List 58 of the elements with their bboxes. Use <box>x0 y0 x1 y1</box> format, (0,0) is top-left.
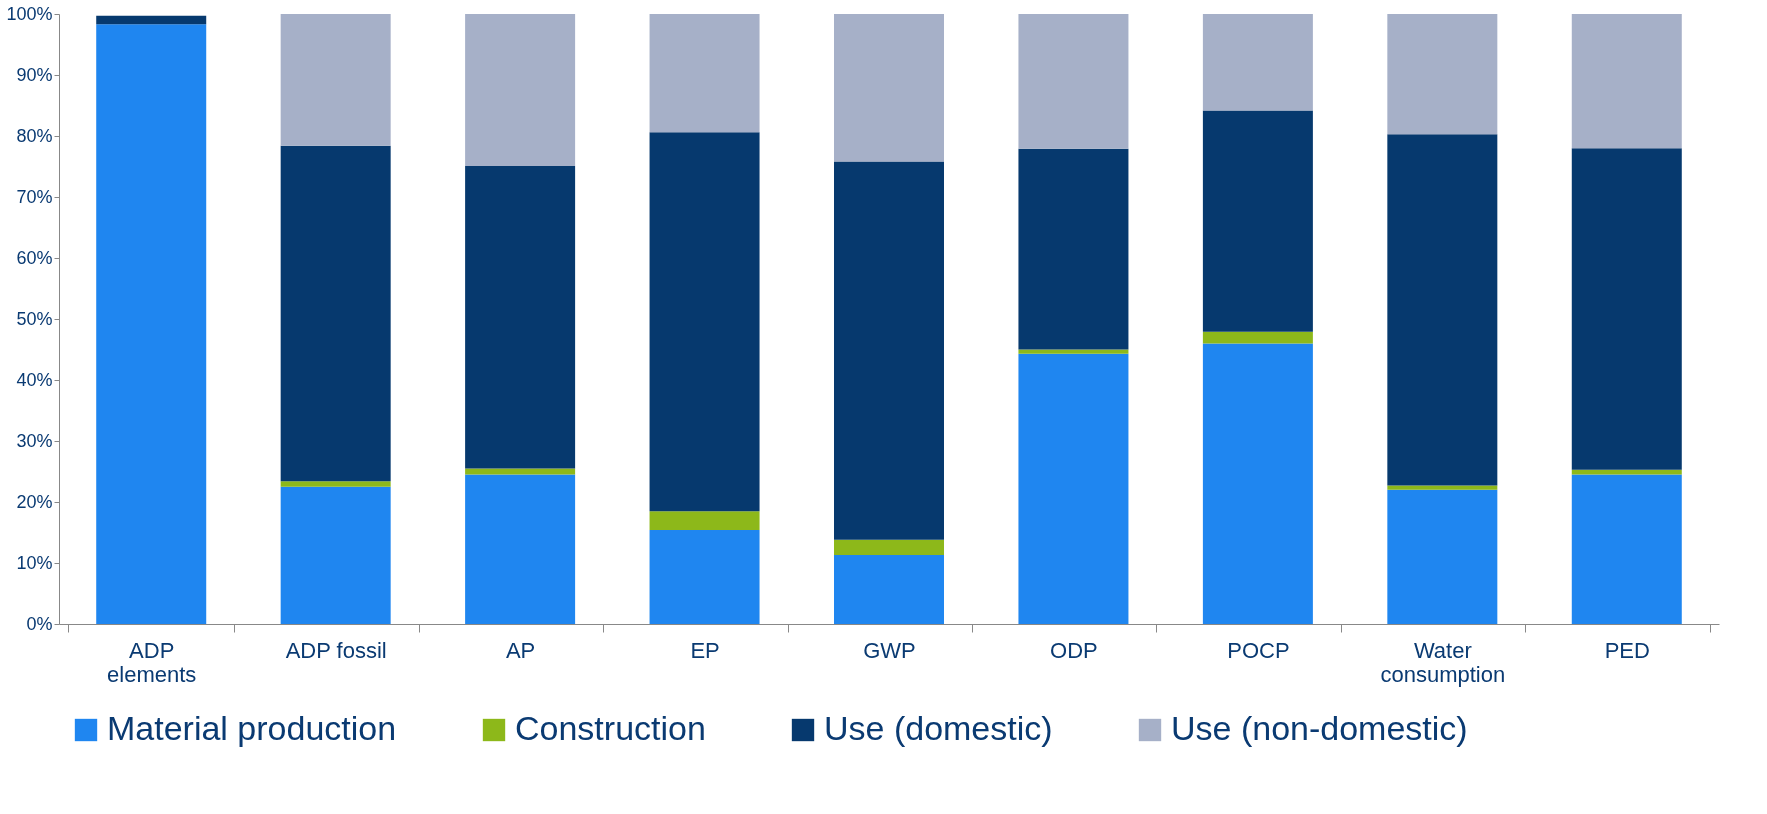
bar <box>834 14 944 162</box>
x-tick-label: Water consumption <box>1380 637 1506 687</box>
bar <box>1018 353 1129 624</box>
bar <box>1202 110 1313 332</box>
y-tick-label: 70% <box>16 186 53 207</box>
bar <box>1202 343 1313 624</box>
bar <box>834 555 944 624</box>
bar <box>96 15 207 25</box>
bar <box>834 539 944 556</box>
y-tick-label: 40% <box>16 369 53 390</box>
bar <box>1018 349 1129 354</box>
bar <box>1571 469 1682 475</box>
bar <box>649 132 760 512</box>
bar <box>465 165 576 469</box>
x-tick-label: ODP <box>1050 637 1098 663</box>
bar <box>1571 148 1682 470</box>
bar <box>1387 485 1498 490</box>
y-tick-label: 80% <box>16 125 53 146</box>
bar <box>1018 148 1129 350</box>
bar <box>649 530 760 624</box>
bar <box>1018 14 1129 149</box>
y-tick-label: 50% <box>16 308 53 329</box>
bar <box>465 474 576 624</box>
bar <box>465 468 576 475</box>
bar <box>834 161 944 540</box>
x-tick-label: GWP <box>863 637 916 663</box>
bar <box>1387 14 1498 135</box>
legend-label: Use (non-domestic) <box>1171 709 1468 747</box>
x-tick-label: EP <box>690 637 720 663</box>
legend-label: Material production <box>107 709 397 747</box>
bar <box>280 481 391 487</box>
bar <box>649 511 760 531</box>
bar <box>280 14 391 146</box>
x-tick-label: AP <box>505 637 536 663</box>
bar <box>649 14 760 133</box>
y-tick-label: 30% <box>16 430 53 451</box>
bar <box>1387 134 1498 486</box>
legend-label: Use (domestic) <box>824 709 1053 747</box>
bar <box>1571 14 1682 149</box>
y-tick-label: 90% <box>16 64 53 85</box>
x-tick-label: ADP elements <box>107 637 197 687</box>
bar <box>465 14 576 166</box>
bar <box>1571 474 1682 624</box>
legend-label: Construction <box>515 709 706 747</box>
y-tick-label: 100% <box>6 3 53 24</box>
bar <box>280 145 391 482</box>
x-tick-label: ADP fossil <box>285 637 387 663</box>
bar <box>1387 489 1498 624</box>
bar <box>96 24 207 624</box>
bar <box>280 486 391 624</box>
x-tick-label: PED <box>1604 637 1650 663</box>
bar <box>1202 14 1313 111</box>
y-tick-label: 60% <box>16 247 53 268</box>
y-tick-label: 0% <box>26 613 53 634</box>
bar <box>1202 331 1313 344</box>
y-tick-label: 20% <box>16 491 53 512</box>
y-tick-label: 10% <box>16 552 53 573</box>
x-tick-label: POCP <box>1227 637 1290 663</box>
